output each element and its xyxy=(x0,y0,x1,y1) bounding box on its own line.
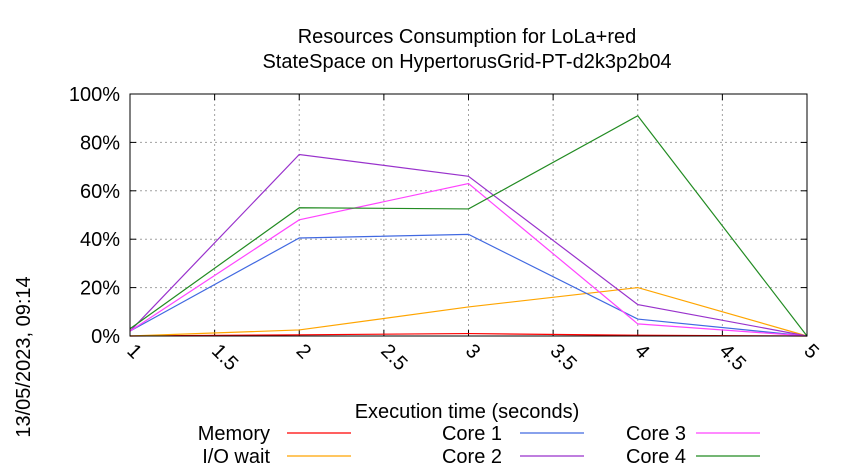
chart-title-line-1: Resources Consumption for LoLa+red xyxy=(298,26,637,48)
y-tick-label: 40% xyxy=(80,229,120,251)
grid xyxy=(129,93,808,337)
x-tick-label: 2 xyxy=(292,340,315,363)
y-tick-label: 80% xyxy=(80,132,120,154)
series-line-core-4 xyxy=(129,115,808,337)
y-tick-labels: 0% 20% 40% 60% 80% 100% xyxy=(69,84,120,348)
x-tick-label: 1.5 xyxy=(207,340,242,375)
y-tick-label: 0% xyxy=(91,326,120,348)
y-tick-label: 60% xyxy=(80,181,120,203)
legend-label-i-o-wait: I/O wait xyxy=(202,446,270,468)
plot-frame xyxy=(129,93,808,337)
legend-label-memory: Memory xyxy=(198,423,270,445)
y-tick-label: 100% xyxy=(69,84,120,106)
x-tick-label: 5 xyxy=(799,340,822,363)
chart-title-line-2: StateSpace on HypertorusGrid-PT-d2k3p2b0… xyxy=(262,51,671,73)
x-tick-label: 3.5 xyxy=(546,340,581,375)
x-tick-labels: 1 1.5 2 2.5 3 3.5 4 4.5 5 xyxy=(122,340,822,375)
x-tick-label: 4 xyxy=(630,340,653,363)
x-tick-label: 2.5 xyxy=(376,340,411,375)
series-line-core-2 xyxy=(129,153,808,337)
series-line-i-o-wait xyxy=(129,286,808,337)
x-tick-label: 3 xyxy=(461,340,484,363)
legend-label-core-4: Core 4 xyxy=(626,446,686,468)
series-line-core-1 xyxy=(129,233,808,337)
series-line-core-3 xyxy=(129,182,808,337)
x-tick-label: 4.5 xyxy=(715,340,750,375)
x-tick-label: 1 xyxy=(122,340,145,363)
x-axis-label: Execution time (seconds) xyxy=(355,401,580,423)
y-tick-label: 20% xyxy=(80,278,120,300)
legend-label-core-3: Core 3 xyxy=(626,423,686,445)
legend-label-core-2: Core 2 xyxy=(442,446,502,468)
timestamp-label: 13/05/2023, 09:14 xyxy=(13,276,35,437)
legend-label-core-1: Core 1 xyxy=(442,423,502,445)
